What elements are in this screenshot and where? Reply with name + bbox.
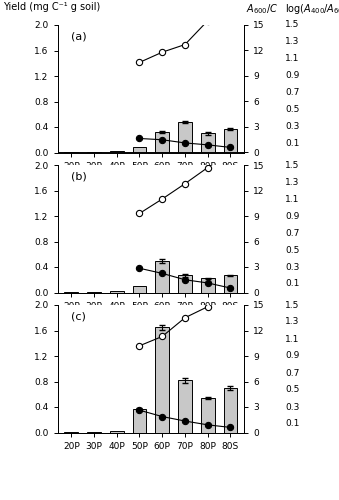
Text: 0.3: 0.3 (285, 122, 299, 132)
Text: Yield (mg C⁻¹ g soil): Yield (mg C⁻¹ g soil) (3, 2, 101, 12)
Bar (133, 286, 146, 292)
Text: 0.1: 0.1 (285, 280, 299, 288)
Text: 0.5: 0.5 (285, 106, 299, 114)
Text: 0.9: 0.9 (285, 352, 299, 360)
Text: 1.3: 1.3 (285, 38, 299, 46)
Text: log($A_{400}/A_{600}$): log($A_{400}/A_{600}$) (285, 2, 339, 16)
Text: 0.7: 0.7 (285, 228, 299, 237)
Text: 1.5: 1.5 (285, 160, 299, 170)
Text: 0.9: 0.9 (285, 212, 299, 220)
Text: 0.7: 0.7 (285, 368, 299, 378)
Bar (224, 388, 237, 432)
Text: 1.3: 1.3 (285, 178, 299, 186)
Text: (c): (c) (71, 312, 85, 322)
Bar (224, 129, 237, 152)
Bar (201, 134, 215, 152)
Bar (178, 380, 192, 432)
Text: 0.3: 0.3 (285, 402, 299, 411)
Bar (155, 132, 169, 152)
Text: 1.1: 1.1 (285, 194, 299, 203)
Text: 0.7: 0.7 (285, 88, 299, 98)
Bar (110, 151, 124, 152)
Bar (110, 430, 124, 432)
Text: 0.1: 0.1 (285, 420, 299, 428)
Bar (224, 276, 237, 292)
Text: 1.3: 1.3 (285, 318, 299, 326)
Bar (110, 291, 124, 292)
Text: (a): (a) (71, 32, 86, 42)
Bar (201, 278, 215, 292)
Text: 0.3: 0.3 (285, 262, 299, 272)
Text: 1.5: 1.5 (285, 20, 299, 30)
Bar (178, 122, 192, 152)
Text: 0.5: 0.5 (285, 246, 299, 254)
Text: 1.5: 1.5 (285, 300, 299, 310)
Bar (133, 148, 146, 152)
Text: 1.1: 1.1 (285, 54, 299, 64)
Bar (155, 328, 169, 432)
Text: 0.5: 0.5 (285, 386, 299, 394)
Text: 0.1: 0.1 (285, 140, 299, 148)
Text: (b): (b) (71, 172, 86, 181)
Bar (178, 276, 192, 292)
Bar (201, 398, 215, 432)
Text: 1.1: 1.1 (285, 334, 299, 344)
Text: 0.9: 0.9 (285, 72, 299, 80)
Text: $A_{600}/C$: $A_{600}/C$ (246, 2, 278, 16)
Bar (155, 260, 169, 292)
Bar (133, 409, 146, 432)
